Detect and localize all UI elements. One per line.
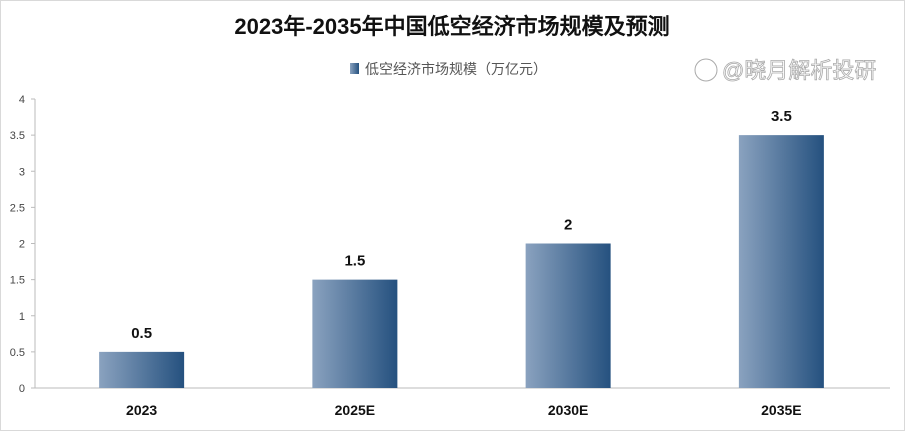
data-label: 1.5	[344, 253, 365, 270]
y-tick-label: 1.5	[10, 275, 25, 287]
y-tick-label: 4	[19, 94, 25, 106]
y-tick-label: 2	[19, 239, 25, 251]
paw-logo-icon	[694, 58, 718, 82]
legend-label: 低空经济市场规模（万亿元）	[365, 61, 547, 77]
y-tick-label: 1	[19, 311, 25, 323]
y-tick-label: 0	[19, 383, 25, 395]
y-tick-label: 2.5	[10, 202, 25, 214]
watermark-text: @晓月解析投研	[722, 58, 876, 83]
bar	[738, 135, 824, 388]
legend-swatch	[350, 63, 359, 74]
x-tick-label: 2035E	[761, 402, 801, 418]
chart-title: 2023年-2035年中国低空经济市场规模及预测	[234, 14, 669, 39]
bar	[99, 351, 185, 388]
data-label: 0.5	[131, 325, 152, 342]
bar	[525, 243, 611, 388]
bar	[312, 279, 398, 388]
y-tick-label: 3	[19, 166, 25, 178]
data-label: 2	[564, 217, 572, 234]
y-tick-label: 0.5	[10, 347, 25, 359]
data-label: 3.5	[771, 108, 792, 125]
y-tick-label: 3.5	[10, 130, 25, 142]
x-tick-label: 2023	[126, 402, 157, 418]
x-tick-label: 2025E	[335, 402, 375, 418]
x-tick-label: 2030E	[548, 402, 588, 418]
watermark: @晓月解析投研	[694, 58, 877, 83]
